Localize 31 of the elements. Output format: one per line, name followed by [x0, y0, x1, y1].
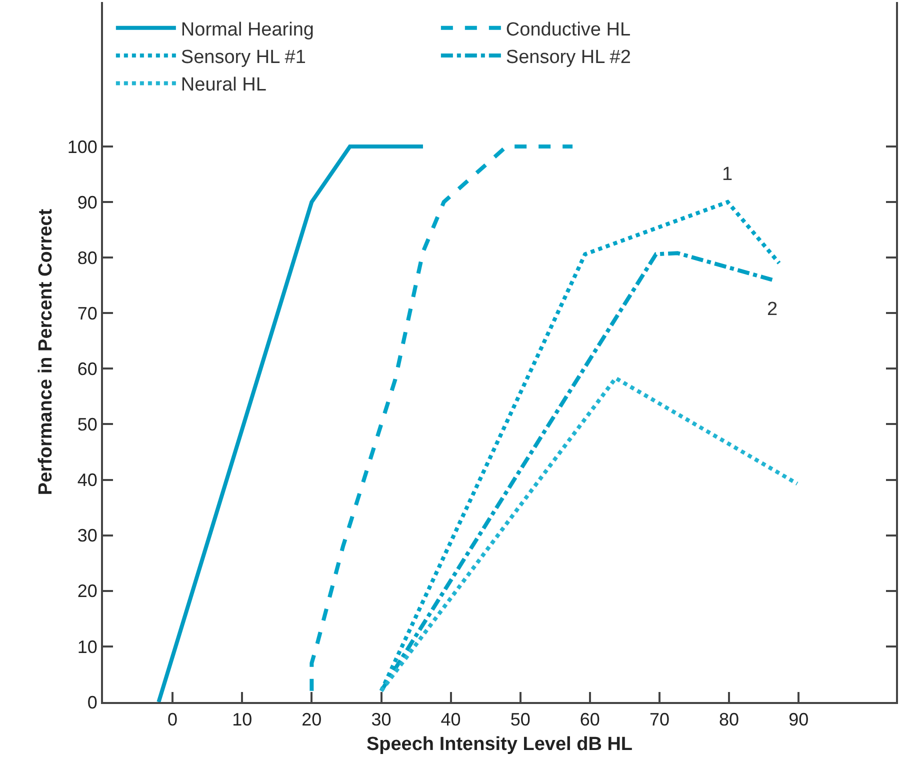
y-tick-label: 100 — [67, 136, 98, 157]
x-tick-label: 30 — [371, 710, 392, 730]
x-axis-title: Speech Intensity Level dB HL — [366, 734, 633, 755]
legend-label: Sensory HL #1 — [180, 46, 306, 68]
y-tick-label: 20 — [77, 581, 98, 602]
y-tick-label: 70 — [77, 303, 98, 324]
y-tick-label: 90 — [77, 192, 98, 212]
y-tick-label: 30 — [77, 526, 98, 546]
legend-label: Conductive HL — [506, 19, 631, 40]
y-tick-label: 40 — [77, 470, 98, 490]
line-series — [310, 144, 575, 693]
x-tick-label: 0 — [168, 710, 178, 730]
y-axis-title: Performance in Percent Correct — [36, 208, 57, 496]
x-tick-label: 50 — [510, 710, 530, 730]
y-tick-label: 60 — [77, 358, 98, 379]
x-tick-label: 60 — [580, 710, 600, 730]
legend-label: Neural HL — [180, 74, 266, 96]
x-tick-label: 90 — [788, 710, 809, 730]
x-tick-label: 10 — [232, 710, 252, 730]
x-tick-label: 70 — [649, 710, 670, 730]
legend-label: Sensory HL #2 — [506, 46, 631, 68]
x-tick-label: 80 — [719, 710, 740, 730]
legend-label: Normal Hearing — [180, 19, 314, 40]
y-tick-label: 10 — [77, 636, 98, 657]
y-tick-label: 80 — [77, 248, 98, 268]
annotation: 1 — [722, 164, 733, 185]
x-tick-label: 40 — [440, 710, 461, 730]
y-tick-label: 0 — [87, 692, 98, 712]
y-tick-label: 50 — [77, 414, 98, 435]
x-tick-label: 20 — [302, 710, 322, 730]
annotation: 2 — [767, 299, 778, 320]
